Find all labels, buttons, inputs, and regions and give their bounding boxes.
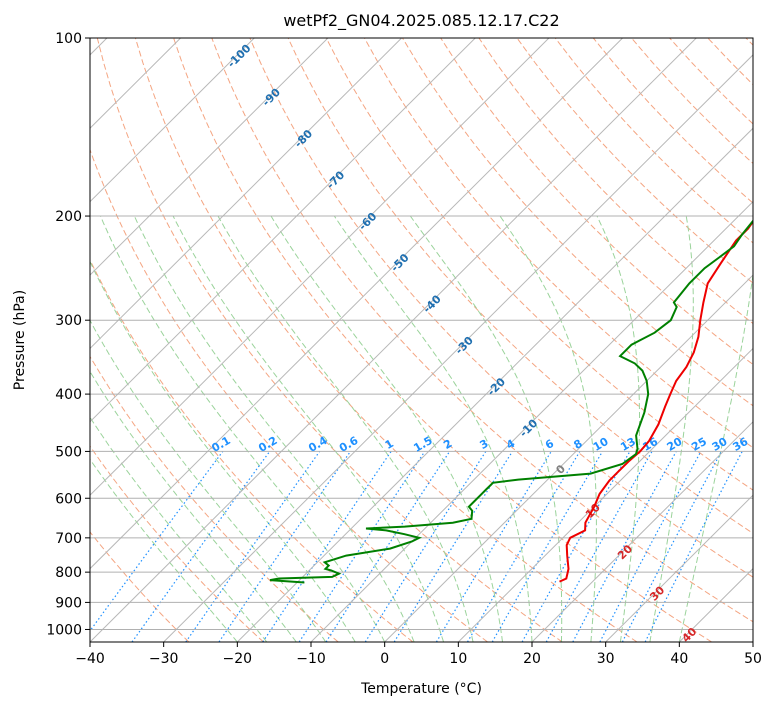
x-axis-label: Temperature (°C) [360, 681, 482, 697]
y-axis-label: Pressure (hPa) [12, 290, 28, 390]
mixing-ratio-line [644, 451, 743, 642]
dry-adiabat [90, 445, 264, 642]
mixing-ratio-line [185, 451, 321, 642]
dry-adiabat [516, 38, 753, 284]
dry-adiabat [325, 38, 753, 491]
isotherm-line [90, 38, 697, 642]
y-tick-label: 300 [55, 313, 82, 329]
isotherm-line [457, 347, 753, 642]
plot-frame [89, 37, 754, 643]
moist-adiabat [217, 215, 474, 642]
x-axis: −40 −30 −20 −10 0 10 20 30 40 50 [75, 642, 762, 667]
mixing-ratio-line [521, 451, 631, 642]
mixing-ratio-line [325, 451, 451, 642]
y-tick-label: 800 [55, 565, 82, 581]
dry-adiabat [440, 38, 753, 366]
moist-adiabat [649, 215, 694, 642]
y-tick-label: 900 [55, 595, 82, 611]
isotherm-line [605, 494, 753, 642]
dry-adiabat [96, 38, 563, 642]
x-tick-label: −30 [149, 651, 179, 667]
dry-adiabat [90, 355, 339, 642]
mixing-ratio-line [393, 451, 513, 642]
x-tick-label: 50 [744, 651, 762, 667]
temperature-profile [559, 219, 753, 583]
y-tick-label: 100 [55, 31, 82, 47]
isotherm-line [90, 38, 476, 423]
moist-adiabat [100, 215, 386, 642]
y-tick-label: 600 [55, 491, 82, 507]
moist-adiabat [596, 215, 640, 642]
moist-adiabat [270, 215, 503, 642]
mixing-ratio-line [218, 451, 351, 642]
x-tick-label: 0 [380, 651, 389, 667]
mixing-ratio-line [90, 451, 224, 632]
dry-adiabat [173, 38, 712, 642]
x-tick-label: 40 [670, 651, 688, 667]
dry-adiabat [134, 38, 638, 642]
mixing-ratio-line [131, 451, 271, 642]
background-lines [90, 38, 753, 642]
moist-adiabat [333, 215, 533, 642]
moist-adiabat [90, 319, 327, 642]
isotherm-line [531, 421, 753, 642]
dry-adiabat [211, 38, 753, 623]
y-tick-label: 500 [55, 444, 82, 460]
dewpoint-profile [269, 219, 753, 584]
mixing-ratio-line [262, 451, 392, 642]
isotherm-line [90, 38, 402, 350]
moist-adiabat [90, 416, 268, 642]
x-tick-label: −20 [223, 651, 253, 667]
isotherm-line [163, 54, 753, 642]
moist-adiabat [172, 215, 445, 642]
x-tick-label: −10 [296, 651, 326, 667]
chart-title: wetPf2_GN04.2025.085.12.17.C22 [283, 11, 559, 31]
dry-adiabat [402, 38, 753, 407]
isotherm-line [90, 38, 255, 203]
isotherm-line [236, 127, 753, 642]
moist-adiabat [499, 215, 597, 642]
x-tick-label: 30 [597, 651, 615, 667]
dry-adiabat [90, 531, 190, 642]
mixing-ratio-line [298, 451, 426, 642]
mixing-ratio-line [545, 451, 653, 642]
dry-adiabat [90, 148, 488, 642]
moist-adiabat [133, 215, 415, 642]
moist-adiabat [90, 458, 238, 642]
x-tick-label: 20 [523, 651, 541, 667]
y-tick-label: 1000 [46, 622, 82, 638]
y-tick-label: 200 [55, 209, 82, 225]
isotherm-line [90, 38, 550, 496]
moist-adiabat [409, 215, 563, 642]
y-tick-label: 700 [55, 531, 82, 547]
isotherm-line [90, 38, 623, 570]
x-tick-label: −40 [75, 651, 105, 667]
isotherm-line [384, 274, 753, 642]
mixing-ratio-line [572, 451, 677, 642]
dry-adiabat [249, 38, 753, 578]
moist-adiabat [90, 260, 356, 642]
profiles [269, 219, 753, 584]
y-axis: 100 200 300 400 500 600 700 800 900 1000 [46, 31, 90, 638]
moist-adiabat [678, 271, 753, 642]
y-tick-label: 400 [55, 387, 82, 403]
x-tick-label: 10 [449, 651, 467, 667]
moist-adiabat [90, 370, 297, 642]
isotherm-line [90, 38, 329, 276]
